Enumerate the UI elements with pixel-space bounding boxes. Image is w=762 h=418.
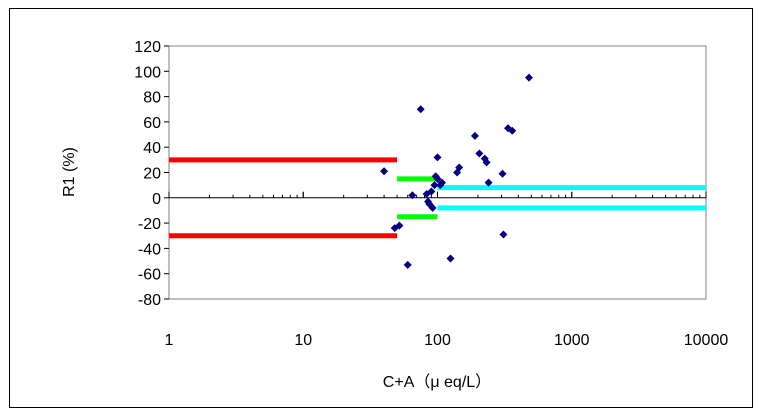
data-point <box>427 187 436 196</box>
data-point <box>437 178 446 187</box>
data-point <box>455 163 464 172</box>
data-point <box>508 126 517 135</box>
data-point <box>470 131 479 140</box>
data-points <box>380 73 533 269</box>
data-point <box>430 181 439 190</box>
data-point <box>484 178 493 187</box>
data-point <box>416 105 425 114</box>
data-point <box>524 73 533 82</box>
data-point <box>482 158 491 167</box>
x-tick-label: 10 <box>294 332 312 349</box>
y-tick-label: -20 <box>138 216 161 233</box>
x-tick-label: 1000 <box>554 332 590 349</box>
data-point <box>433 153 442 162</box>
x-tick-label: 100 <box>424 332 451 349</box>
x-tick-label: 1 <box>165 332 174 349</box>
y-tick-label: 80 <box>143 90 161 107</box>
data-point <box>403 260 412 269</box>
data-point <box>395 221 404 230</box>
data-point <box>428 203 437 212</box>
y-axis-ticks: 120 100 80 60 40 20 0 -20 -40 -60 -80 <box>134 39 169 309</box>
y-tick-label: -40 <box>138 241 161 258</box>
y-tick-label: 100 <box>134 64 161 81</box>
data-point <box>380 167 389 176</box>
data-point <box>433 174 442 183</box>
y-tick-label: 120 <box>134 39 161 56</box>
data-point <box>475 149 484 158</box>
y-axis-title: R1 (%) <box>61 147 78 197</box>
y-tick-label: 60 <box>143 115 161 132</box>
y-tick-label: -60 <box>138 267 161 284</box>
data-point <box>499 230 508 239</box>
x-axis-title: C+A（μ eq/L） <box>383 373 491 391</box>
reference-bands <box>169 157 706 239</box>
data-point <box>446 254 455 263</box>
data-point <box>408 191 417 200</box>
y-tick-label: -80 <box>138 292 161 309</box>
y-tick-label: 0 <box>152 191 161 208</box>
x-tick-label: 10000 <box>684 332 729 349</box>
data-point <box>498 169 507 178</box>
y-tick-label: 20 <box>143 166 161 183</box>
x-axis-ticks: 1 10 100 1000 10000 <box>165 332 729 349</box>
plot-area <box>168 45 707 300</box>
y-tick-label: 40 <box>143 140 161 157</box>
